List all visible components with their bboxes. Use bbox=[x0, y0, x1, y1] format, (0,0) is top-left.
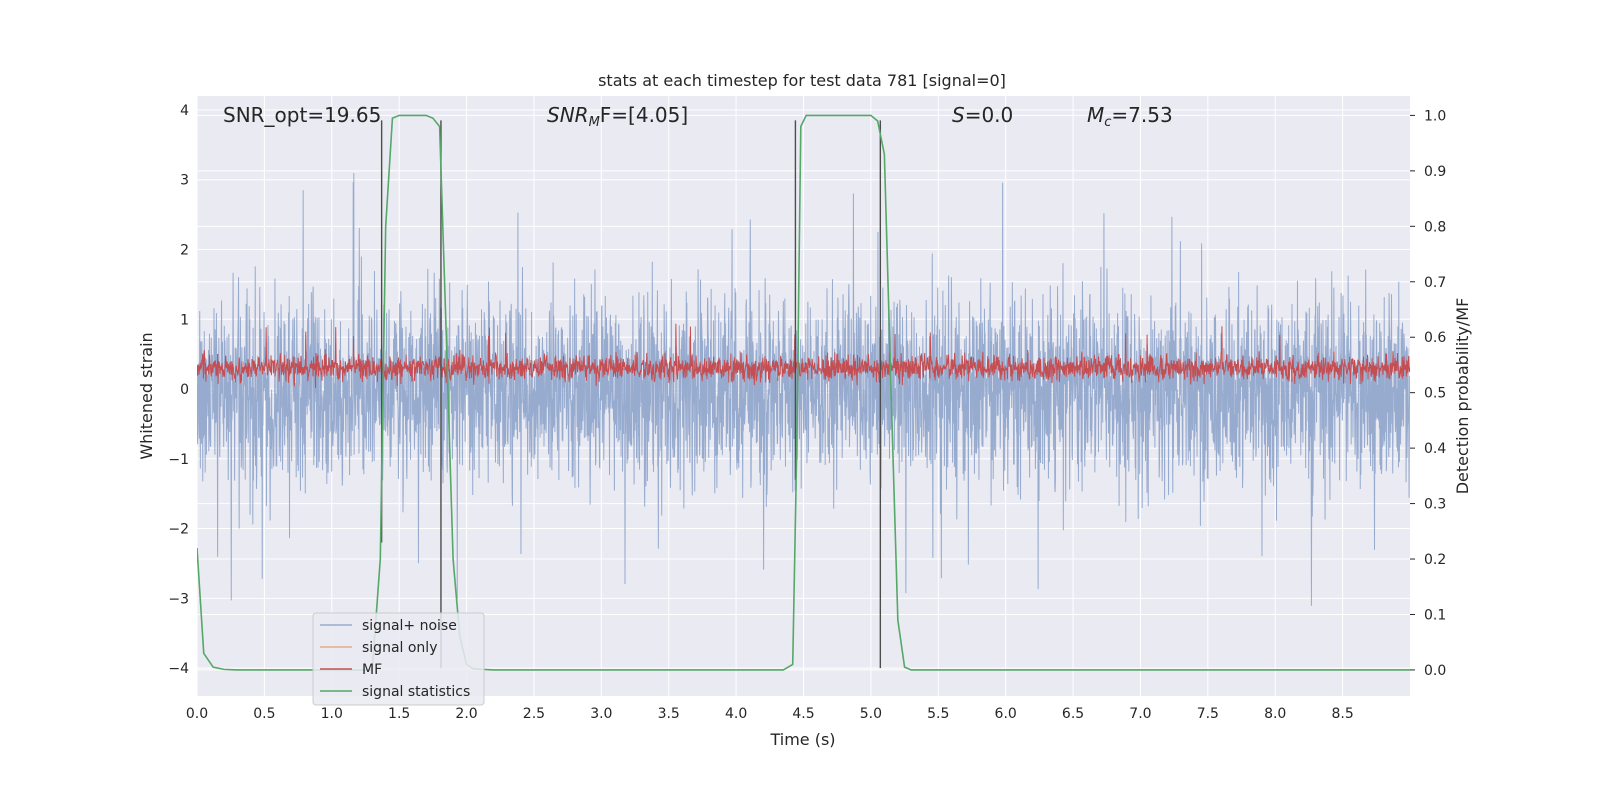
x-tick-label: 5.0 bbox=[860, 706, 882, 722]
x-tick-label: 8.0 bbox=[1264, 706, 1286, 722]
y-tick-label: −3 bbox=[168, 591, 189, 607]
annotation-mc-rest: =7.53 bbox=[1111, 103, 1172, 127]
x-tick-label: 2.0 bbox=[455, 706, 477, 722]
annotation-s-rest: =0.0 bbox=[965, 103, 1014, 127]
x-tick-label: 7.0 bbox=[1129, 706, 1151, 722]
y-tick-label: 3 bbox=[180, 173, 189, 189]
x-tick-label: 1.5 bbox=[388, 706, 410, 722]
x-axis-label: Time (s) bbox=[769, 730, 835, 749]
y-tick-label: −4 bbox=[168, 661, 189, 677]
legend-label-signal-only: signal only bbox=[362, 640, 437, 656]
annotation-mc: Mc=7.53 bbox=[1087, 103, 1173, 130]
legend-label-signal-noise: signal+ noise bbox=[362, 618, 457, 634]
y-tick-label: −2 bbox=[168, 522, 189, 538]
x-tick-label: 6.5 bbox=[1062, 706, 1084, 722]
plot-area bbox=[196, 96, 1410, 696]
annotation-snr-mf: SNRMF=[4.05] bbox=[547, 103, 688, 130]
y2-tick-label: 0.8 bbox=[1424, 219, 1446, 235]
annotation-mc-base: M bbox=[1087, 103, 1104, 127]
y2-tick-label: 0.0 bbox=[1424, 663, 1446, 679]
x-tick-label: 7.5 bbox=[1197, 706, 1219, 722]
y-axis-ticks: −4 −3 −2 −1 0 1 2 3 4 bbox=[168, 103, 189, 677]
y2-tick-label: 1.0 bbox=[1424, 108, 1446, 124]
y2-tick-label: 0.4 bbox=[1424, 441, 1446, 457]
y-axis-label: Whitened strain bbox=[137, 332, 156, 459]
y2-axis-ticks: 0.0 0.1 0.2 0.3 0.4 0.5 0.6 0.7 0.8 0.9 1.0 bbox=[1410, 108, 1446, 679]
x-tick-label: 6.0 bbox=[995, 706, 1017, 722]
x-tick-label: 2.5 bbox=[523, 706, 545, 722]
legend: signal+ noise signal only MF signal stat… bbox=[312, 612, 485, 706]
y2-tick-label: 0.1 bbox=[1424, 607, 1446, 623]
x-tick-label: 8.5 bbox=[1331, 706, 1353, 722]
annotation-snr-mf-sub: M bbox=[589, 115, 600, 130]
annotations: SNR_opt=19.65 SNRMF=[4.05] S=0.0 Mc=7.53 bbox=[223, 103, 1173, 130]
y2-tick-label: 0.7 bbox=[1424, 275, 1446, 291]
x-tick-label: 0.0 bbox=[186, 706, 208, 722]
y2-tick-label: 0.6 bbox=[1424, 330, 1446, 346]
x-tick-label: 3.5 bbox=[658, 706, 680, 722]
chart-title: stats at each timestep for test data 781… bbox=[598, 71, 1006, 90]
annotation-snr-opt: SNR_opt=19.65 bbox=[223, 103, 381, 127]
annotation-s: S=0.0 bbox=[952, 103, 1013, 127]
vertical-markers bbox=[380, 120, 882, 669]
annotation-s-italic: S bbox=[952, 103, 965, 127]
y2-tick-label: 0.5 bbox=[1424, 386, 1446, 402]
legend-label-signal-statistics: signal statistics bbox=[362, 684, 470, 700]
y-tick-label: −1 bbox=[168, 452, 189, 468]
y-tick-label: 1 bbox=[180, 312, 189, 328]
y2-axis-label: Detection probability/MF bbox=[1453, 298, 1472, 495]
annotation-snr-mf-rest: F=[4.05] bbox=[600, 103, 688, 127]
legend-box bbox=[312, 612, 485, 706]
y-tick-label: 2 bbox=[180, 242, 189, 258]
series-mf bbox=[197, 323, 1410, 388]
y2-tick-label: 0.2 bbox=[1424, 552, 1446, 568]
x-tick-label: 3.0 bbox=[590, 706, 612, 722]
y-tick-label: 4 bbox=[180, 103, 189, 119]
series-signal-noise bbox=[197, 172, 1410, 606]
annotation-snr-mf-base: SNR bbox=[547, 103, 589, 127]
x-axis-ticks: 0.0 0.5 1.0 1.5 2.0 2.5 3.0 3.5 4.0 4.5 5.0 5.5 6.0 6… bbox=[186, 706, 1354, 722]
x-tick-label: 5.5 bbox=[927, 706, 949, 722]
y2-tick-label: 0.3 bbox=[1424, 497, 1446, 513]
x-tick-label: 4.0 bbox=[725, 706, 747, 722]
legend-label-mf: MF bbox=[362, 662, 382, 678]
x-tick-label: 0.5 bbox=[253, 706, 275, 722]
annotation-mc-sub: c bbox=[1104, 115, 1111, 130]
y2-tick-label: 0.9 bbox=[1424, 164, 1446, 180]
x-tick-label: 4.5 bbox=[792, 706, 814, 722]
y-tick-label: 0 bbox=[180, 382, 189, 398]
x-tick-label: 1.0 bbox=[321, 706, 343, 722]
